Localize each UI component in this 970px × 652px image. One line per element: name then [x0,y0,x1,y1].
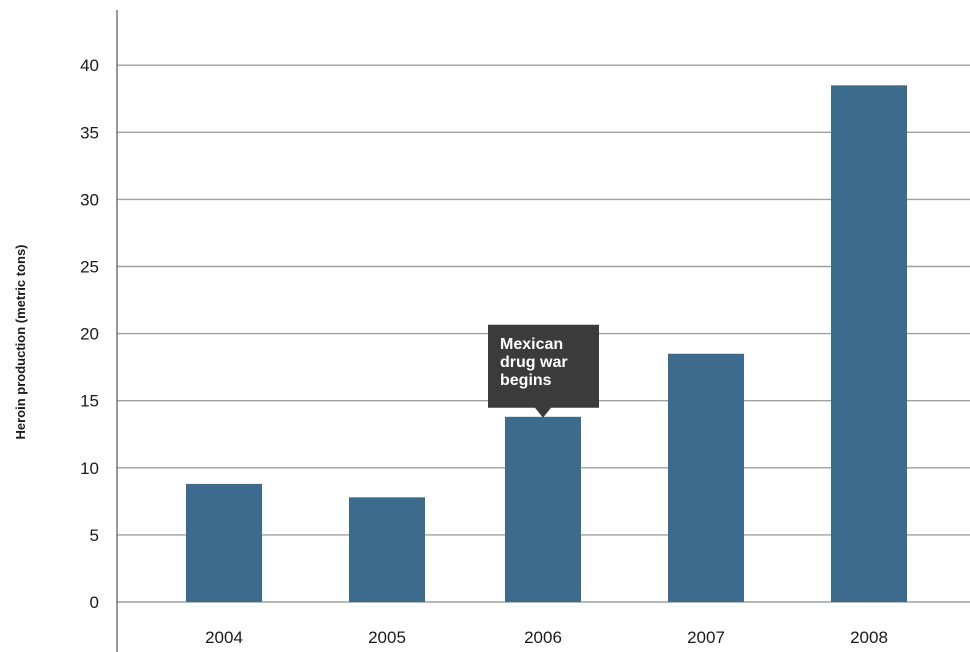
bar-2005 [349,497,425,602]
y-tick-label: 10 [80,459,99,478]
bar-2004 [186,483,262,602]
y-tick-label: 30 [80,190,99,209]
x-tick-labels: 2004 2005 2006 2007 2008 [205,628,888,647]
x-tick-label: 2007 [687,628,725,647]
y-tick-label: 0 [90,593,99,612]
bar-2006 [505,416,581,602]
y-tick-label: 15 [80,392,99,411]
y-tick-label: 25 [80,258,99,277]
y-tick-label: 40 [80,56,99,75]
annotation-callout: Mexican drug war begins [488,324,599,418]
annotation-box [488,324,599,418]
bar-2008 [831,85,907,602]
y-tick-label: 35 [80,123,99,142]
annotation-line-3: begins [500,372,552,389]
bars [186,85,907,602]
y-tick-label: 20 [80,325,99,344]
annotation-line-2: drug war [500,354,568,371]
annotation-line-1: Mexican [500,336,563,353]
bar-2007 [668,353,744,602]
x-tick-label: 2008 [850,628,888,647]
x-tick-label: 2005 [368,628,406,647]
y-tick-labels: 0 5 10 15 20 25 30 35 40 [80,56,99,612]
y-tick-label: 5 [90,526,99,545]
y-axis-label: Heroin production (metric tons) [13,245,28,440]
x-tick-label: 2004 [205,628,243,647]
x-tick-label: 2006 [524,628,562,647]
